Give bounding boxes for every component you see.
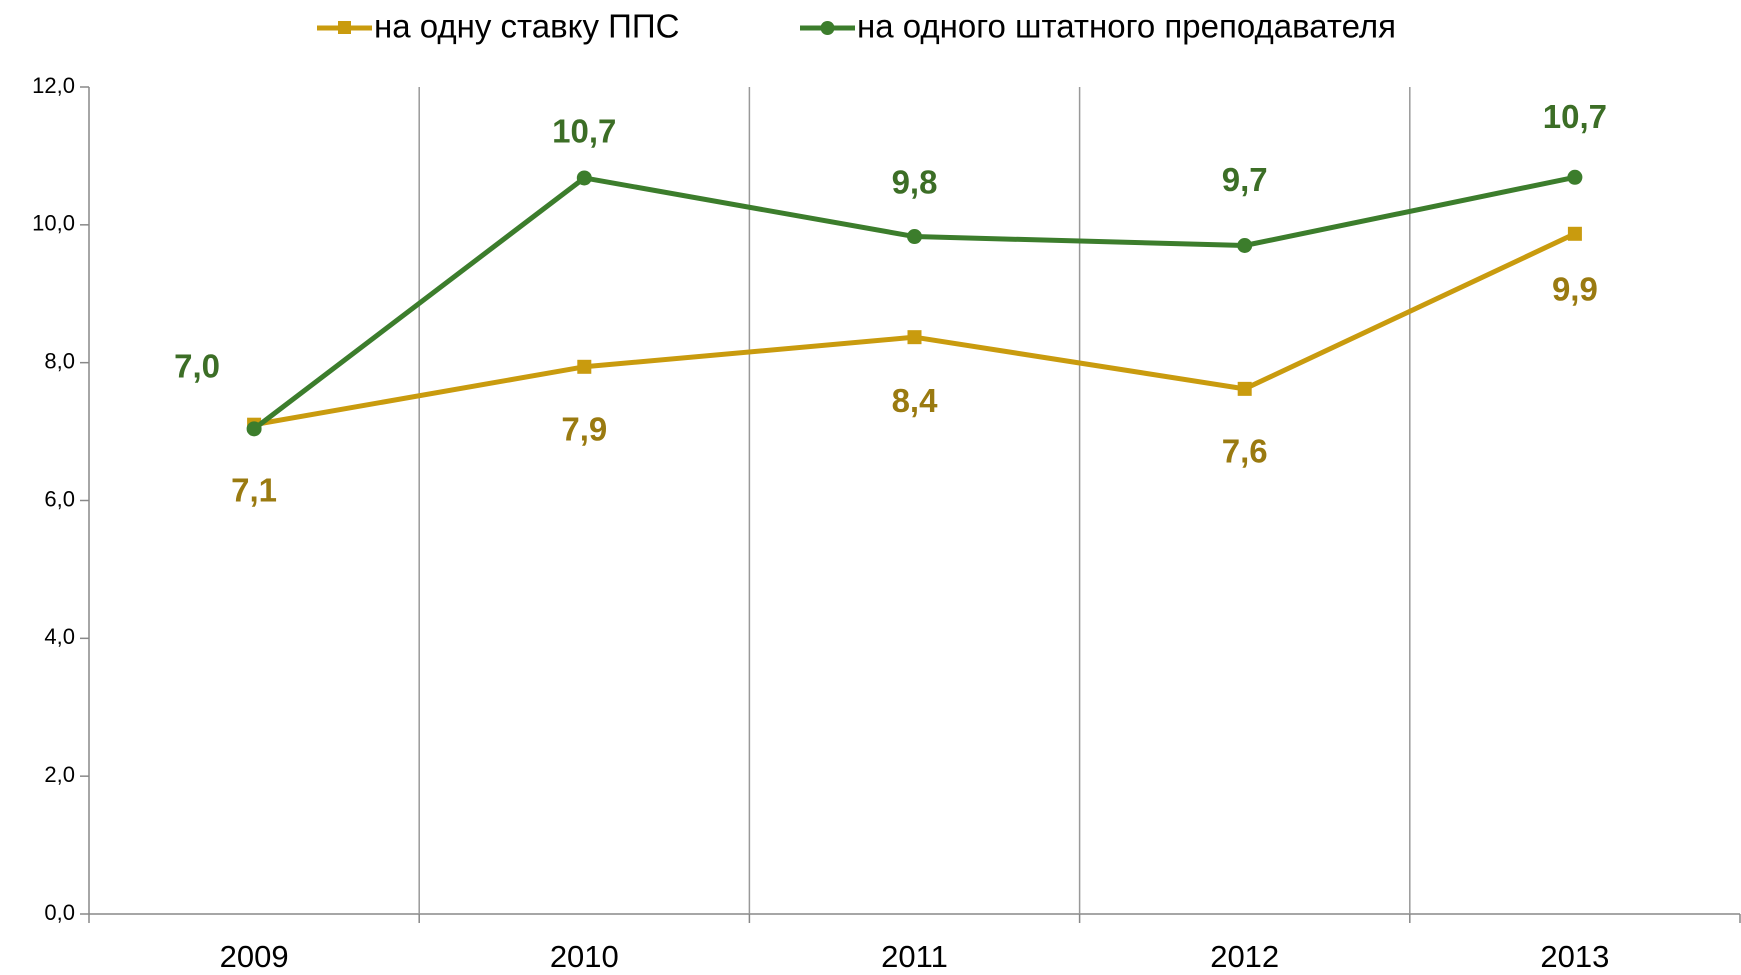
marker [1237,238,1253,254]
data-label: 8,4 [892,382,939,419]
legend-marker [338,21,351,34]
data-label: 7,9 [561,411,607,448]
y-tick-label: 10,0 [32,211,75,236]
marker [1237,381,1252,396]
marker [246,421,262,437]
data-label: 10,7 [1543,98,1607,135]
data-label: 7,1 [231,471,277,508]
marker [907,330,922,345]
y-tick-label: 2,0 [44,762,75,787]
data-label: 7,6 [1222,433,1268,470]
data-label: 9,8 [892,163,938,200]
marker [1567,169,1583,185]
y-tick-label: 12,0 [32,73,75,98]
x-tick-label: 2011 [881,939,948,974]
data-label: 7,0 [174,348,220,385]
legend-label: на одну ставку ППС [374,8,679,45]
marker [1567,226,1582,241]
data-label: 9,7 [1222,161,1268,198]
legend-label: на одного штатного преподавателя [857,8,1396,45]
legend-marker [820,21,835,35]
marker [577,359,592,374]
data-label: 10,7 [552,113,616,150]
y-tick-label: 0,0 [44,900,75,925]
data-label: 9,9 [1552,271,1598,308]
y-tick-label: 6,0 [44,486,75,511]
y-tick-label: 8,0 [44,348,75,373]
x-tick-label: 2009 [220,939,289,974]
x-tick-label: 2010 [550,939,619,974]
x-tick-label: 2013 [1540,939,1609,974]
x-tick-label: 2012 [1210,939,1279,974]
marker [576,170,592,186]
marker [907,229,922,245]
y-tick-label: 4,0 [44,624,75,649]
